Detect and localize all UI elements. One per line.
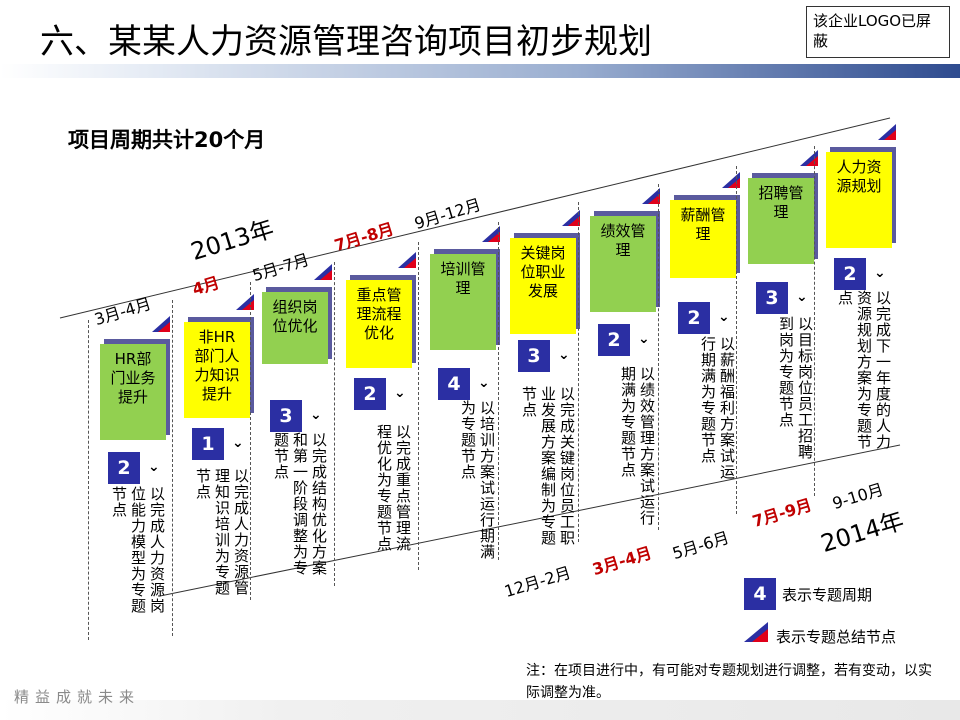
lower-timeline-line xyxy=(159,444,901,597)
chevron-down-icon: ⌄ xyxy=(232,435,244,451)
topic-card-label: 培训管理 xyxy=(440,260,486,297)
topic-card: 关键岗位职业发展 xyxy=(510,238,576,334)
topic-months-badge: 3 xyxy=(756,282,788,314)
footer-bar xyxy=(0,700,960,720)
chevron-down-icon: ⌄ xyxy=(148,459,160,475)
topic-months-badge: 2 xyxy=(108,452,140,484)
topic-description: 以完成人力资源岗位能力模型为专题节点 xyxy=(110,486,166,614)
topic-divider-line xyxy=(578,202,579,542)
note-text: 注：在项目进行中，有可能对专题规划进行调整，若有变动，以实际调整为准。 xyxy=(526,663,932,701)
topic-card-label: 招聘管理 xyxy=(758,184,804,221)
chevron-down-icon: ⌄ xyxy=(718,309,730,325)
topic-card: 绩效管理 xyxy=(590,216,656,312)
chevron-down-icon: ⌄ xyxy=(874,265,886,281)
legend-number-label: 表示专题周期 xyxy=(782,586,873,604)
topic-description: 以完成关键岗位员工职业发展方案编制为专题节点 xyxy=(520,386,576,546)
legend-number-sample: 4 xyxy=(744,578,776,610)
chevron-down-icon: ⌄ xyxy=(638,331,650,347)
topic-description: 以完成重点管理流程优化为专题节点 xyxy=(375,424,412,552)
topic-description: 以绩效管理方案试运行期满为专题节点 xyxy=(619,366,656,526)
topic-card-label: 薪酬管理 xyxy=(680,206,726,243)
topic-divider-line xyxy=(498,222,499,560)
chevron-down-icon: ⌄ xyxy=(310,407,322,423)
chevron-down-icon: ⌄ xyxy=(478,375,490,391)
footer-slogan: 精益成就未来 xyxy=(14,688,141,706)
topic-card: 人力资源规划 xyxy=(826,152,892,248)
topic-description: 以目标岗位员工招聘到岗为专题节点 xyxy=(777,316,814,460)
topic-card-label: 重点管理流程优化 xyxy=(356,286,402,342)
topic-card: 重点管理流程优化 xyxy=(346,280,412,368)
logo-placeholder: 该企业LOGO已屏蔽 xyxy=(806,6,950,58)
chevron-down-icon: ⌄ xyxy=(558,347,570,363)
upper-timeline-line xyxy=(59,117,891,319)
topic-divider-line xyxy=(334,262,335,586)
topic-months-badge: 2 xyxy=(678,302,710,334)
topic-divider-line xyxy=(250,282,251,600)
title-underline-bar xyxy=(0,64,960,78)
legend-milestone-label: 表示专题总结节点 xyxy=(776,628,897,646)
topic-card-label: 组织岗位优化 xyxy=(272,298,318,335)
topic-card-label: 关键岗位职业发展 xyxy=(520,244,566,300)
topic-divider-line xyxy=(814,146,815,496)
topic-card: HR部门业务提升 xyxy=(100,344,166,440)
topic-description: 以完成下一年度的人力资源规划方案为专题节点 xyxy=(836,290,892,450)
chevron-down-icon: ⌄ xyxy=(796,289,808,305)
topic-months-badge: 2 xyxy=(354,378,386,410)
topic-card-label: 人力资源规划 xyxy=(836,158,882,195)
topic-divider-line xyxy=(736,166,737,514)
topic-card-label: 非HR部门人力知识提升 xyxy=(194,328,240,403)
topic-months-badge: 1 xyxy=(192,428,224,460)
topic-description: 以培训方案试运行期满为专题节点 xyxy=(459,400,496,560)
topic-divider-line xyxy=(172,300,173,636)
topic-card: 招聘管理 xyxy=(748,178,814,264)
topic-description: 以完成人力资源管理知识培训为专题节点 xyxy=(194,468,250,596)
topic-months-badge: 4 xyxy=(438,368,470,400)
topic-card: 组织岗位优化 xyxy=(262,292,328,364)
topic-card-label: 绩效管理 xyxy=(600,222,646,259)
topic-divider-line xyxy=(658,184,659,530)
project-duration: 项目周期共计20个月 xyxy=(68,128,266,152)
topic-card-label: HR部门业务提升 xyxy=(110,350,156,406)
chevron-down-icon: ⌄ xyxy=(394,385,406,401)
topic-months-badge: 2 xyxy=(598,324,630,356)
topic-description: 以完成结构优化方案和第一阶段调整为专题节点 xyxy=(272,432,328,576)
topic-divider-line xyxy=(88,320,89,640)
topic-card: 培训管理 xyxy=(430,254,496,350)
page-title: 六、某某人力资源管理咨询项目初步规划 xyxy=(40,22,652,62)
topic-card: 非HR部门人力知识提升 xyxy=(184,322,250,418)
topic-months-badge: 3 xyxy=(518,340,550,372)
topic-months-badge: 3 xyxy=(270,400,302,432)
topic-divider-line xyxy=(418,242,419,570)
topic-card: 薪酬管理 xyxy=(670,200,736,278)
topic-months-badge: 2 xyxy=(834,258,866,290)
topic-description: 以薪酬福利方案试运行期满为专题节点 xyxy=(699,336,736,480)
